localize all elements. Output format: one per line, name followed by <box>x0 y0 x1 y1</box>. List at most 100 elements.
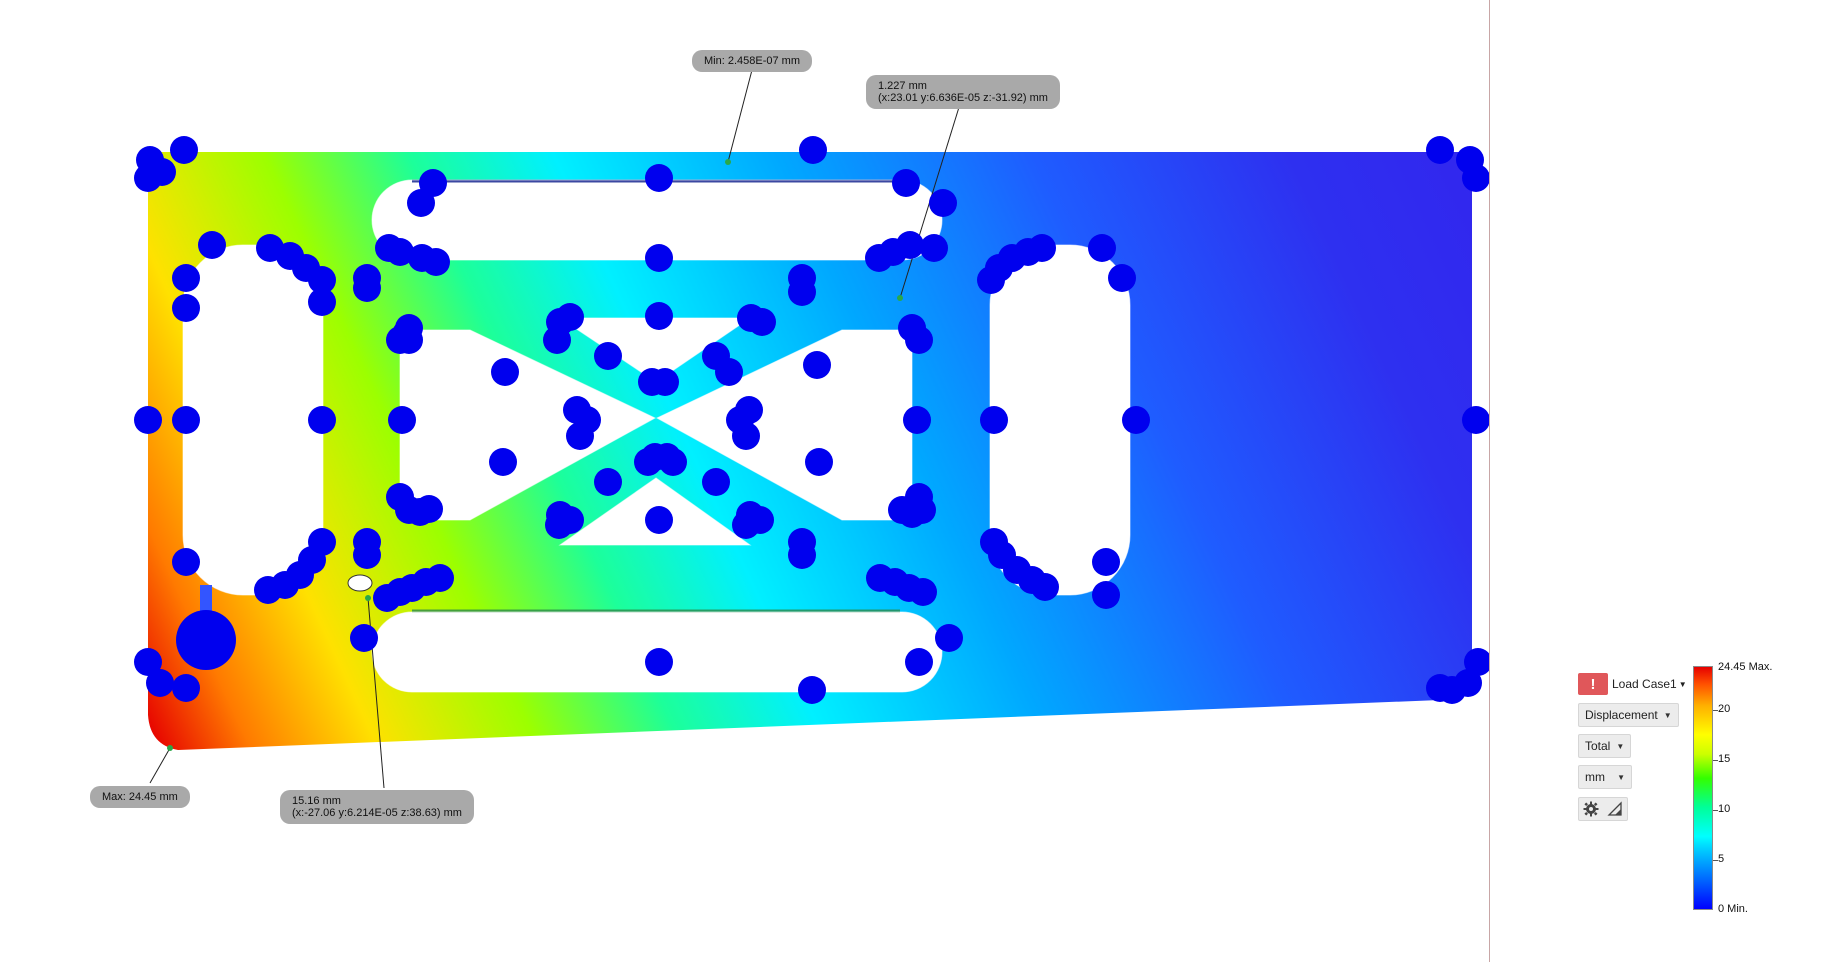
constraint-marker[interactable] <box>1438 676 1466 704</box>
constraint-marker[interactable] <box>1462 164 1490 192</box>
constraint-marker[interactable] <box>798 676 826 704</box>
constraint-marker[interactable] <box>172 406 200 434</box>
constraint-marker[interactable] <box>645 164 673 192</box>
load-case-label: Load Case1 <box>1612 677 1677 691</box>
plate-body <box>148 152 1472 750</box>
constraint-marker[interactable] <box>407 189 435 217</box>
constraint-marker[interactable] <box>1122 406 1150 434</box>
constraint-marker[interactable] <box>172 294 200 322</box>
min-callout[interactable]: Min: 2.458E-07 mm <box>692 50 812 72</box>
constraint-marker[interactable] <box>935 624 963 652</box>
scale-tick-label: 20 <box>1718 703 1731 716</box>
displacement-model[interactable] <box>0 0 1490 962</box>
constraint-marker[interactable] <box>1028 234 1056 262</box>
canvas-viewport[interactable]: Min: 2.458E-07 mm 1.227 mm (x:23.01 y:6.… <box>0 0 1490 962</box>
constraint-marker[interactable] <box>594 342 622 370</box>
constraint-marker[interactable] <box>788 278 816 306</box>
constraint-marker[interactable] <box>634 448 662 476</box>
constraint-marker[interactable] <box>170 136 198 164</box>
constraint-marker[interactable] <box>1426 136 1454 164</box>
constraint-marker[interactable] <box>1464 648 1490 676</box>
constraint-marker[interactable] <box>659 448 687 476</box>
constraint-marker[interactable] <box>422 248 450 276</box>
constraint-marker[interactable] <box>805 448 833 476</box>
constraint-marker[interactable] <box>1092 581 1120 609</box>
chevron-down-icon: ▼ <box>1616 741 1625 751</box>
constraint-marker[interactable] <box>905 326 933 354</box>
constraint-marker[interactable] <box>254 576 282 604</box>
constraint-marker[interactable] <box>732 511 760 539</box>
constraint-marker[interactable] <box>146 669 174 697</box>
constraint-marker[interactable] <box>1031 573 1059 601</box>
component-dropdown[interactable]: Total ▼ <box>1578 734 1632 758</box>
constraint-marker[interactable] <box>892 169 920 197</box>
constraint-marker[interactable] <box>748 308 776 336</box>
constraint-marker[interactable] <box>1088 234 1116 262</box>
constraint-marker[interactable] <box>308 288 336 316</box>
units-dropdown[interactable]: mm ▼ <box>1578 765 1632 789</box>
constraint-marker[interactable] <box>415 495 443 523</box>
result-type-dropdown[interactable]: Displacement ▼ <box>1578 703 1679 727</box>
constraint-marker[interactable] <box>172 674 200 702</box>
constraint-marker[interactable] <box>134 648 162 676</box>
constraint-marker[interactable] <box>645 244 673 272</box>
constraint-marker[interactable] <box>920 234 948 262</box>
load-marker[interactable] <box>176 610 236 670</box>
constraint-marker[interactable] <box>373 584 401 612</box>
constraint-markers[interactable] <box>134 136 1490 704</box>
constraint-marker[interactable] <box>929 189 957 217</box>
constraint-marker[interactable] <box>134 406 162 434</box>
constraint-marker[interactable] <box>543 326 571 354</box>
constraint-marker[interactable] <box>308 266 336 294</box>
gear-icon[interactable] <box>1579 798 1603 820</box>
constraint-marker[interactable] <box>566 422 594 450</box>
chevron-down-icon: ▼ <box>1663 710 1672 720</box>
max-callout[interactable]: Max: 24.45 mm <box>90 786 190 808</box>
constraint-marker[interactable] <box>903 406 931 434</box>
constraint-marker[interactable] <box>491 358 519 386</box>
constraint-marker[interactable] <box>799 136 827 164</box>
constraint-marker[interactable] <box>715 358 743 386</box>
constraint-marker[interactable] <box>1092 548 1120 576</box>
triangle-ruler-icon[interactable] <box>1603 798 1627 820</box>
constraint-marker[interactable] <box>545 511 573 539</box>
constraint-marker[interactable] <box>556 303 584 331</box>
constraint-marker[interactable] <box>1462 406 1490 434</box>
constraint-marker[interactable] <box>1108 264 1136 292</box>
constraint-marker[interactable] <box>909 578 937 606</box>
load-case-dropdown[interactable]: Load Case1 ▼ <box>1612 677 1687 691</box>
constraint-marker[interactable] <box>395 326 423 354</box>
constraint-marker[interactable] <box>172 548 200 576</box>
constraint-marker[interactable] <box>803 351 831 379</box>
constraint-marker[interactable] <box>651 368 679 396</box>
constraint-marker[interactable] <box>594 468 622 496</box>
constraint-marker[interactable] <box>645 648 673 676</box>
constraint-marker[interactable] <box>702 468 730 496</box>
scale-tick-mark <box>1713 810 1718 812</box>
constraint-marker[interactable] <box>353 274 381 302</box>
max-callout-text: Max: 24.45 mm <box>102 791 178 803</box>
result-type-label: Displacement <box>1585 708 1658 722</box>
constraint-marker[interactable] <box>386 238 414 266</box>
constraint-marker[interactable] <box>908 496 936 524</box>
constraint-marker[interactable] <box>353 541 381 569</box>
constraint-marker[interactable] <box>308 406 336 434</box>
constraint-marker[interactable] <box>489 448 517 476</box>
constraint-marker[interactable] <box>350 624 378 652</box>
chevron-down-icon: ▼ <box>1617 772 1625 782</box>
constraint-marker[interactable] <box>980 406 1008 434</box>
units-label: mm <box>1585 770 1605 784</box>
constraint-marker[interactable] <box>388 406 416 434</box>
constraint-marker[interactable] <box>732 422 760 450</box>
exclamation-icon[interactable]: ! <box>1578 673 1608 695</box>
constraint-marker[interactable] <box>896 231 924 259</box>
constraint-marker[interactable] <box>905 648 933 676</box>
constraint-marker[interactable] <box>645 302 673 330</box>
constraint-marker[interactable] <box>172 264 200 292</box>
constraint-marker[interactable] <box>645 506 673 534</box>
probe-callout-2[interactable]: 15.16 mm (x:-27.06 y:6.214E-05 z:38.63) … <box>280 790 474 824</box>
probe-callout-1[interactable]: 1.227 mm (x:23.01 y:6.636E-05 z:-31.92) … <box>866 75 1060 109</box>
constraint-marker[interactable] <box>198 231 226 259</box>
constraint-marker[interactable] <box>788 541 816 569</box>
constraint-marker[interactable] <box>134 164 162 192</box>
